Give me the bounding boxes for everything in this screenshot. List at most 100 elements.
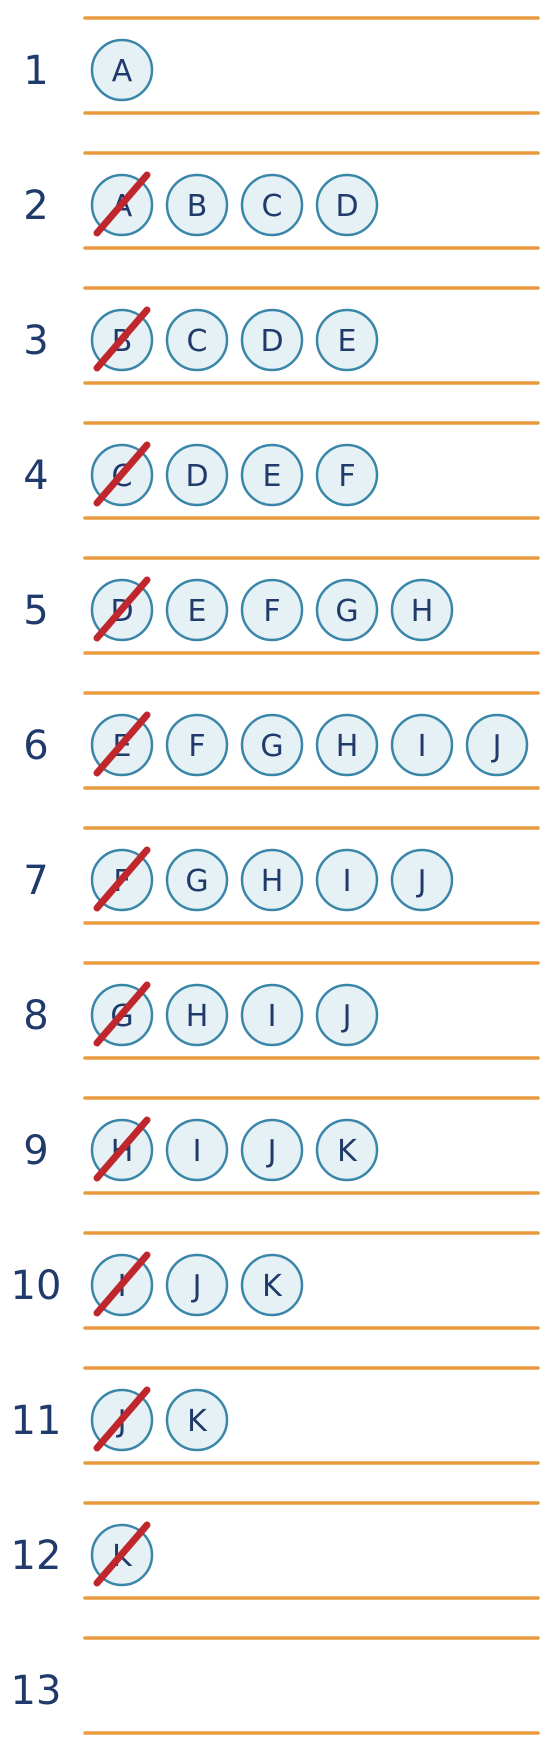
row-number: 3	[23, 318, 48, 364]
bubble-circle	[390, 848, 454, 912]
bubble-letter: G	[185, 864, 208, 899]
bubble-circle	[165, 1118, 229, 1182]
bubble-circle	[390, 713, 454, 777]
bubble-letter: F	[263, 594, 280, 629]
bubble-circle	[240, 308, 304, 372]
letter-bubble: I	[315, 848, 379, 912]
queue-row-12: 12 K	[11, 1501, 540, 1600]
bubble-circle	[165, 308, 229, 372]
bubble-circle	[315, 173, 379, 237]
strike-mark	[93, 981, 151, 1047]
bubble-circle	[165, 173, 229, 237]
letter-bubble: E	[90, 711, 154, 777]
letter-bubble: H	[315, 713, 379, 777]
queue-row-4: 4CD E F	[23, 421, 540, 520]
bubble-letter: E	[338, 324, 357, 359]
strike-mark	[93, 576, 151, 642]
letter-bubble: H	[165, 983, 229, 1047]
letter-bubble: J	[465, 713, 529, 777]
bubble-letter: J	[191, 1269, 202, 1304]
bubble-letter: H	[261, 864, 284, 899]
bubble-circle	[315, 578, 379, 642]
bubble-letter: C	[187, 324, 208, 359]
letter-bubble: J	[165, 1253, 229, 1317]
letter-bubble: E	[240, 443, 304, 507]
letter-bubble: J	[315, 983, 379, 1047]
bubble-letter: G	[260, 729, 283, 764]
queue-row-13: 13	[11, 1636, 540, 1735]
bubble-circle	[315, 308, 379, 372]
bubble-circle	[165, 1253, 229, 1317]
strike-mark	[93, 441, 151, 507]
bubble-letter: I	[418, 729, 427, 764]
strike-mark	[93, 1116, 151, 1182]
bubble-circle	[165, 983, 229, 1047]
letter-bubble: F	[165, 713, 229, 777]
row-number: 12	[11, 1533, 62, 1579]
queue-row-7: 7FG H I J	[23, 826, 540, 925]
letter-bubble: C	[90, 441, 154, 507]
bubble-circle	[165, 443, 229, 507]
letter-bubble: K	[165, 1388, 229, 1452]
letter-bubble: B	[165, 173, 229, 237]
bubble-letter: J	[341, 999, 352, 1034]
row-number: 2	[23, 183, 48, 229]
letter-bubble: D	[240, 308, 304, 372]
letter-bubble: F	[90, 846, 154, 912]
bubble-circle	[90, 38, 154, 102]
queue-row-11: 11 JK	[11, 1366, 540, 1465]
strike-mark	[93, 1386, 151, 1452]
queue-row-8: 8GH I J	[23, 961, 540, 1060]
row-number: 1	[23, 48, 48, 94]
letter-bubble: G	[240, 713, 304, 777]
bubble-letter: E	[263, 459, 282, 494]
bubble-circle	[240, 713, 304, 777]
letter-bubble: J	[90, 1386, 154, 1452]
letter-bubble: A	[90, 171, 154, 237]
strike-mark	[93, 846, 151, 912]
letter-bubble: C	[165, 308, 229, 372]
queue-row-3: 3BC D E	[23, 286, 540, 385]
letter-bubble: E	[165, 578, 229, 642]
bubble-letter: K	[262, 1269, 283, 1304]
bubble-letter: C	[262, 189, 283, 224]
letter-bubble: J	[390, 848, 454, 912]
row-number: 9	[23, 1128, 48, 1174]
row-number: 7	[23, 858, 48, 904]
letter-bubble: G	[165, 848, 229, 912]
bubble-letter: I	[268, 999, 277, 1034]
queue-row-10: 10 I J K	[11, 1231, 540, 1330]
queue-row-9: 9H I J K	[23, 1096, 540, 1195]
bubble-letter: A	[112, 54, 133, 89]
letter-bubble: E	[315, 308, 379, 372]
bubble-circle	[315, 848, 379, 912]
letter-bubble: F	[240, 578, 304, 642]
row-number: 8	[23, 993, 48, 1039]
bubble-letter: K	[337, 1134, 358, 1169]
letter-bubble: F	[315, 443, 379, 507]
row-number: 10	[11, 1263, 62, 1309]
bubble-circle	[240, 848, 304, 912]
bubble-letter: H	[186, 999, 209, 1034]
bubble-letter: D	[335, 189, 358, 224]
strike-mark	[93, 1521, 151, 1587]
letter-bubble: H	[90, 1116, 154, 1182]
bubble-circle	[240, 173, 304, 237]
bubble-circle	[240, 1118, 304, 1182]
letter-bubble: D	[90, 576, 154, 642]
letter-bubble: K	[240, 1253, 304, 1317]
letter-bubble: I	[390, 713, 454, 777]
bubble-circle	[465, 713, 529, 777]
bubble-circle	[165, 1388, 229, 1452]
row-number: 5	[23, 588, 48, 634]
letter-bubble: I	[90, 1251, 154, 1317]
strike-mark	[93, 306, 151, 372]
bubble-circle	[240, 578, 304, 642]
bubble-circle	[240, 443, 304, 507]
letter-bubble: G	[90, 981, 154, 1047]
letter-bubble: J	[240, 1118, 304, 1182]
bubble-letter: J	[266, 1134, 277, 1169]
bubble-letter: H	[411, 594, 434, 629]
